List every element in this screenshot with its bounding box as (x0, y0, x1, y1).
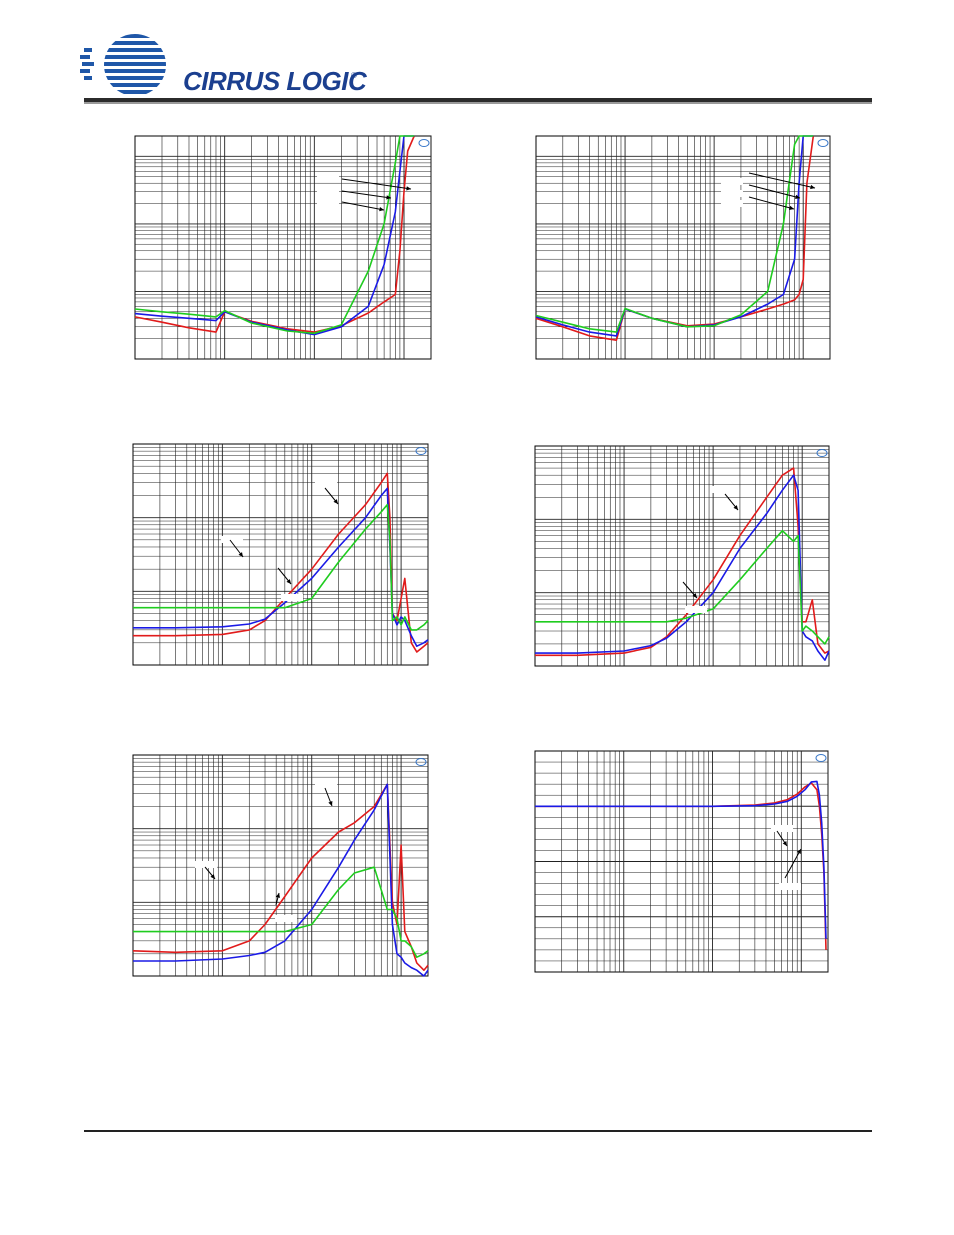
plot-2 (535, 135, 831, 360)
annotation-arrow (341, 201, 385, 211)
annotation-arrow (748, 184, 801, 199)
annotation-arrow (341, 190, 392, 199)
series-line-red (535, 467, 830, 657)
annotation-arrowhead (328, 801, 333, 806)
annotation-arrows (195, 783, 337, 922)
series-line-blue (133, 487, 429, 647)
annotation-arrowhead (795, 194, 800, 199)
brand-name: CIRRUS LOGIC (183, 66, 368, 96)
series-line-green (133, 866, 429, 958)
y-grid (535, 761, 828, 962)
annotation-label (221, 536, 243, 543)
plot-1 (134, 135, 432, 360)
annotation-label (779, 883, 801, 890)
annotation-arrowhead (275, 893, 281, 898)
x-grid (159, 755, 429, 976)
annotation-arrowhead (782, 841, 787, 846)
registered-mark: ® (351, 71, 357, 80)
annotation-label (281, 594, 303, 601)
series-line-green (535, 135, 814, 333)
annotation-label (721, 190, 743, 197)
annotation-label (275, 915, 297, 922)
y-grid (135, 155, 431, 339)
annotation-arrowhead (733, 505, 738, 510)
series-line-green (535, 529, 830, 645)
annotation-label (711, 486, 733, 493)
ap-logo-icon (415, 447, 427, 455)
annotation-arrow (784, 848, 802, 879)
annotation-arrows (317, 174, 412, 212)
x-grid (159, 444, 429, 665)
annotation-arrowhead (406, 186, 411, 191)
cirrus-logic-logo: CIRRUS LOGIC ® (80, 34, 368, 96)
x-grid (561, 446, 830, 666)
header-rule-shadow (84, 102, 872, 104)
annotation-arrows (721, 172, 816, 210)
ap-logo-icon (817, 139, 829, 147)
annotation-arrows (221, 482, 339, 601)
header-rule (84, 98, 872, 102)
footer-rule (84, 1130, 872, 1132)
plot-frame (132, 443, 429, 666)
annotation-label (721, 178, 743, 185)
annotation-arrow (748, 172, 816, 189)
annotation-arrowhead (796, 849, 801, 854)
annotation-arrowhead (386, 195, 391, 200)
plot-6 (534, 750, 829, 973)
annotation-label (721, 200, 743, 207)
plot-frame (132, 754, 429, 977)
annotation-label (315, 482, 337, 489)
series-line-green (134, 135, 415, 335)
annotation-label (317, 174, 339, 181)
ap-logo-icon (815, 754, 827, 762)
annotation-arrowhead (286, 579, 291, 584)
annotation-label (195, 861, 217, 868)
annotation-arrows (682, 486, 739, 613)
series-line-blue (535, 780, 827, 939)
series-line-blue (535, 474, 830, 661)
annotation-arrowhead (789, 205, 794, 210)
annotation-arrow (748, 196, 795, 210)
annotation-arrowhead (210, 874, 215, 879)
annotation-label (685, 606, 707, 613)
annotation-arrowhead (379, 207, 384, 212)
annotation-arrowhead (810, 184, 815, 190)
series-line-green (133, 503, 429, 631)
annotation-arrow (341, 178, 412, 190)
annotation-label (317, 186, 339, 193)
annotation-label (771, 825, 793, 832)
annotation-arrowhead (238, 552, 243, 557)
logo-globe-icon (80, 34, 166, 94)
ap-logo-icon (816, 449, 828, 457)
plot-3 (132, 443, 429, 666)
series-line-blue (134, 135, 415, 336)
plot-4 (534, 445, 830, 667)
annotation-arrows (771, 825, 802, 890)
plot-5 (132, 754, 429, 977)
annotation-arrowhead (692, 593, 697, 598)
ap-logo-icon (415, 758, 427, 766)
ap-logo-icon (418, 139, 430, 147)
plot-frame (535, 135, 831, 360)
y-grid (535, 449, 829, 645)
series-line-blue (133, 783, 429, 977)
y-grid (536, 155, 830, 339)
annotation-label (315, 783, 337, 790)
annotation-label (317, 197, 339, 204)
annotation-arrowhead (333, 499, 338, 504)
plot-frame (134, 135, 432, 360)
plot-frame (534, 445, 830, 667)
